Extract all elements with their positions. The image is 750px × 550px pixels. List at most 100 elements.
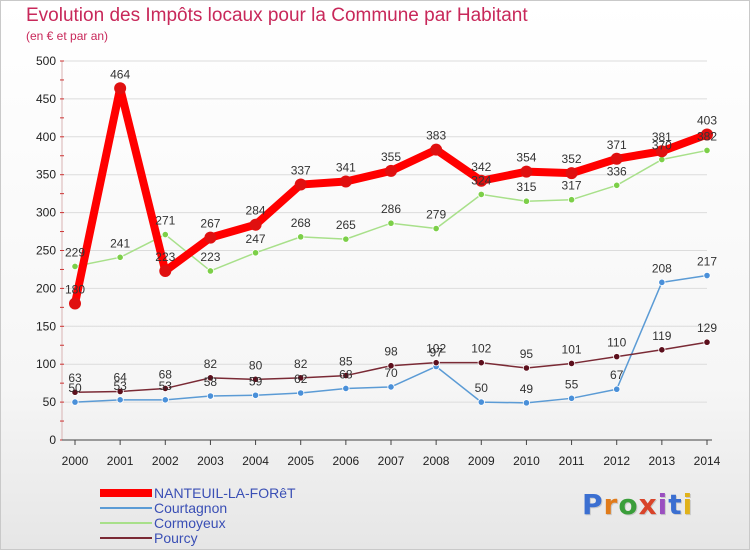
data-point: [114, 82, 127, 95]
data-label: 50: [475, 381, 489, 395]
data-label: 268: [291, 216, 311, 230]
data-point: [159, 264, 172, 277]
x-tick-label: 2014: [694, 454, 721, 468]
data-label: 352: [562, 152, 582, 166]
logo-letter: P: [582, 488, 604, 521]
data-point: [387, 219, 395, 227]
data-point: [565, 167, 578, 180]
chart-title: Evolution des Impôts locaux pour la Comm…: [26, 5, 528, 26]
data-label: 98: [384, 345, 398, 359]
data-label: 267: [200, 217, 220, 231]
data-label: 59: [249, 374, 263, 388]
data-label: 354: [516, 151, 536, 165]
data-point: [701, 128, 713, 141]
data-point: [71, 388, 79, 396]
data-point: [297, 233, 305, 241]
data-point: [475, 174, 488, 187]
data-point: [522, 197, 531, 205]
data-point: [161, 384, 169, 393]
data-label: 68: [339, 367, 353, 381]
data-point: [613, 353, 621, 361]
data-point: [161, 396, 169, 404]
data-point: [567, 359, 576, 368]
logo-letter: t: [668, 488, 683, 521]
data-label: 279: [426, 208, 446, 222]
proxiti-logo: Proxiti: [582, 488, 693, 521]
data-point: [251, 375, 260, 383]
data-point: [703, 146, 711, 155]
data-point: [339, 175, 352, 188]
data-label: 53: [113, 379, 127, 393]
data-label: 82: [204, 357, 218, 371]
data-label: 64: [113, 370, 127, 384]
data-point: [251, 391, 260, 399]
chart-subtitle: (en € et par an): [26, 29, 109, 43]
data-label: 403: [697, 114, 717, 128]
data-point: [206, 392, 215, 400]
data-label: 324: [471, 173, 491, 187]
y-tick-label: 250: [36, 244, 56, 258]
data-label: 286: [381, 202, 401, 216]
data-point: [342, 384, 350, 393]
data-label: 82: [294, 357, 308, 371]
data-label: 85: [339, 355, 353, 369]
y-tick-label: 350: [36, 168, 56, 182]
data-point: [294, 178, 307, 191]
data-label: 315: [516, 180, 536, 194]
logo-letter: i: [682, 488, 694, 521]
data-point: [610, 152, 623, 165]
data-label: 241: [110, 236, 130, 250]
data-point: [251, 249, 260, 257]
data-label: 223: [155, 250, 175, 264]
x-tick-label: 2002: [152, 454, 179, 468]
data-label: 55: [565, 377, 579, 391]
data-point: [658, 278, 666, 286]
data-point: [477, 398, 485, 406]
data-point: [71, 398, 79, 406]
data-label: 63: [68, 371, 82, 385]
data-label: 180: [65, 283, 85, 297]
y-tick-label: 0: [49, 433, 56, 447]
legend-swatch-courtagnon: [100, 507, 152, 509]
legend-swatch-cormoyeux: [100, 522, 152, 524]
data-point: [430, 143, 443, 156]
x-tick-label: 2012: [603, 454, 630, 468]
data-point: [613, 181, 621, 189]
data-label: 382: [697, 129, 717, 143]
y-tick-label: 450: [36, 92, 56, 106]
x-tick-label: 2008: [423, 454, 450, 468]
data-point: [477, 359, 485, 367]
y-tick-label: 400: [36, 130, 56, 144]
logo-letter: i: [657, 488, 669, 521]
x-tick-label: 2011: [559, 454, 585, 468]
x-tick-label: 2013: [649, 454, 676, 468]
data-label: 110: [607, 336, 626, 350]
data-point: [567, 394, 576, 402]
data-point: [385, 164, 397, 177]
data-label: 102: [471, 342, 491, 356]
x-tick-label: 2005: [287, 454, 314, 468]
data-point: [613, 385, 621, 393]
data-label: 271: [155, 214, 175, 228]
logo-letter: r: [603, 488, 619, 521]
x-tick-label: 2003: [197, 454, 224, 468]
data-label: 223: [200, 250, 220, 264]
data-label: 208: [652, 261, 672, 275]
data-label: 247: [246, 232, 266, 246]
data-label: 341: [336, 161, 356, 175]
data-point: [204, 231, 217, 244]
data-label: 337: [291, 164, 311, 178]
data-label: 381: [652, 130, 672, 144]
legend-swatch-pourcy: [100, 537, 152, 539]
data-point: [655, 145, 668, 158]
y-tick-label: 500: [36, 54, 56, 68]
legend-label-nanteuil: NANTEUIL-LA-FORêT: [154, 485, 296, 501]
data-point: [116, 253, 124, 261]
x-tick-label: 2000: [62, 454, 89, 468]
legend-label-pourcy: Pourcy: [154, 530, 198, 546]
data-point: [161, 230, 169, 239]
data-label: 355: [381, 150, 401, 164]
data-point: [520, 165, 533, 178]
data-label: 371: [607, 138, 627, 152]
